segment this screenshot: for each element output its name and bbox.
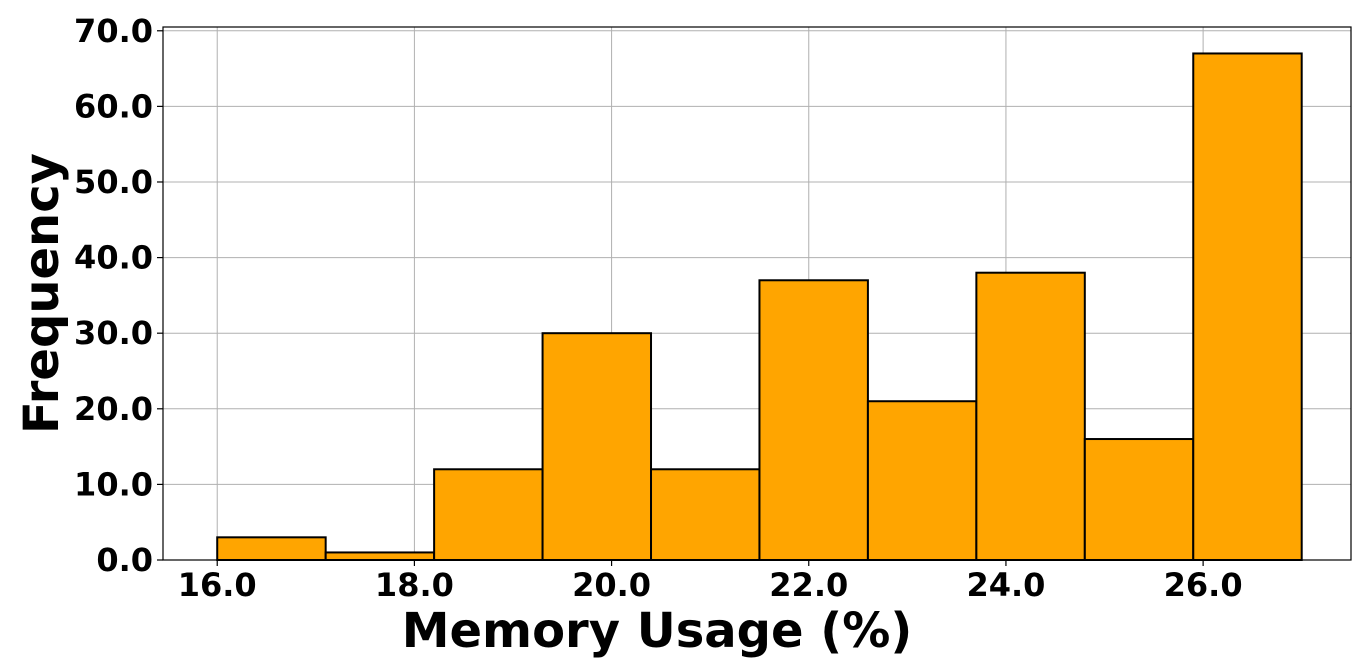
x-axis-title: Memory Usage (%) [402,603,913,659]
histogram-bar [216,536,327,562]
histogram-bar [758,279,869,561]
x-tick-label: 20.0 [572,566,651,604]
y-tick-label: 30.0 [74,314,153,352]
y-tick-label: 60.0 [74,87,153,125]
x-tick-label: 22.0 [769,566,848,604]
x-tick-label: 26.0 [1164,566,1243,604]
plot-frame [162,26,1352,561]
y-axis-ticks: 0.0 10.0 20.0 30.0 40.0 50.0 60.0 70.0 [74,12,163,579]
histogram-bar [1192,52,1303,561]
x-tick-label: 24.0 [966,566,1045,604]
y-tick-label: 40.0 [74,239,153,277]
histogram-bar [866,400,978,561]
y-tick-label: 50.0 [74,163,153,201]
histogram-bar [1083,438,1195,561]
histogram-bar [650,468,761,561]
x-axis-ticks: 16.0 18.0 20.0 22.0 24.0 26.0 [178,560,1243,604]
x-tick-label: 16.0 [178,566,257,604]
y-tick-label: 70.0 [74,12,153,50]
histogram-bar [433,468,544,561]
histogram-bar [975,271,1086,561]
histogram-bar [541,332,653,562]
y-axis-title: Frequency [14,153,70,434]
histogram-bar [324,551,436,561]
y-tick-label: 10.0 [74,465,153,503]
y-tick-label: 20.0 [74,390,153,428]
y-tick-label: 0.0 [96,541,153,579]
x-tick-label: 18.0 [375,566,454,604]
